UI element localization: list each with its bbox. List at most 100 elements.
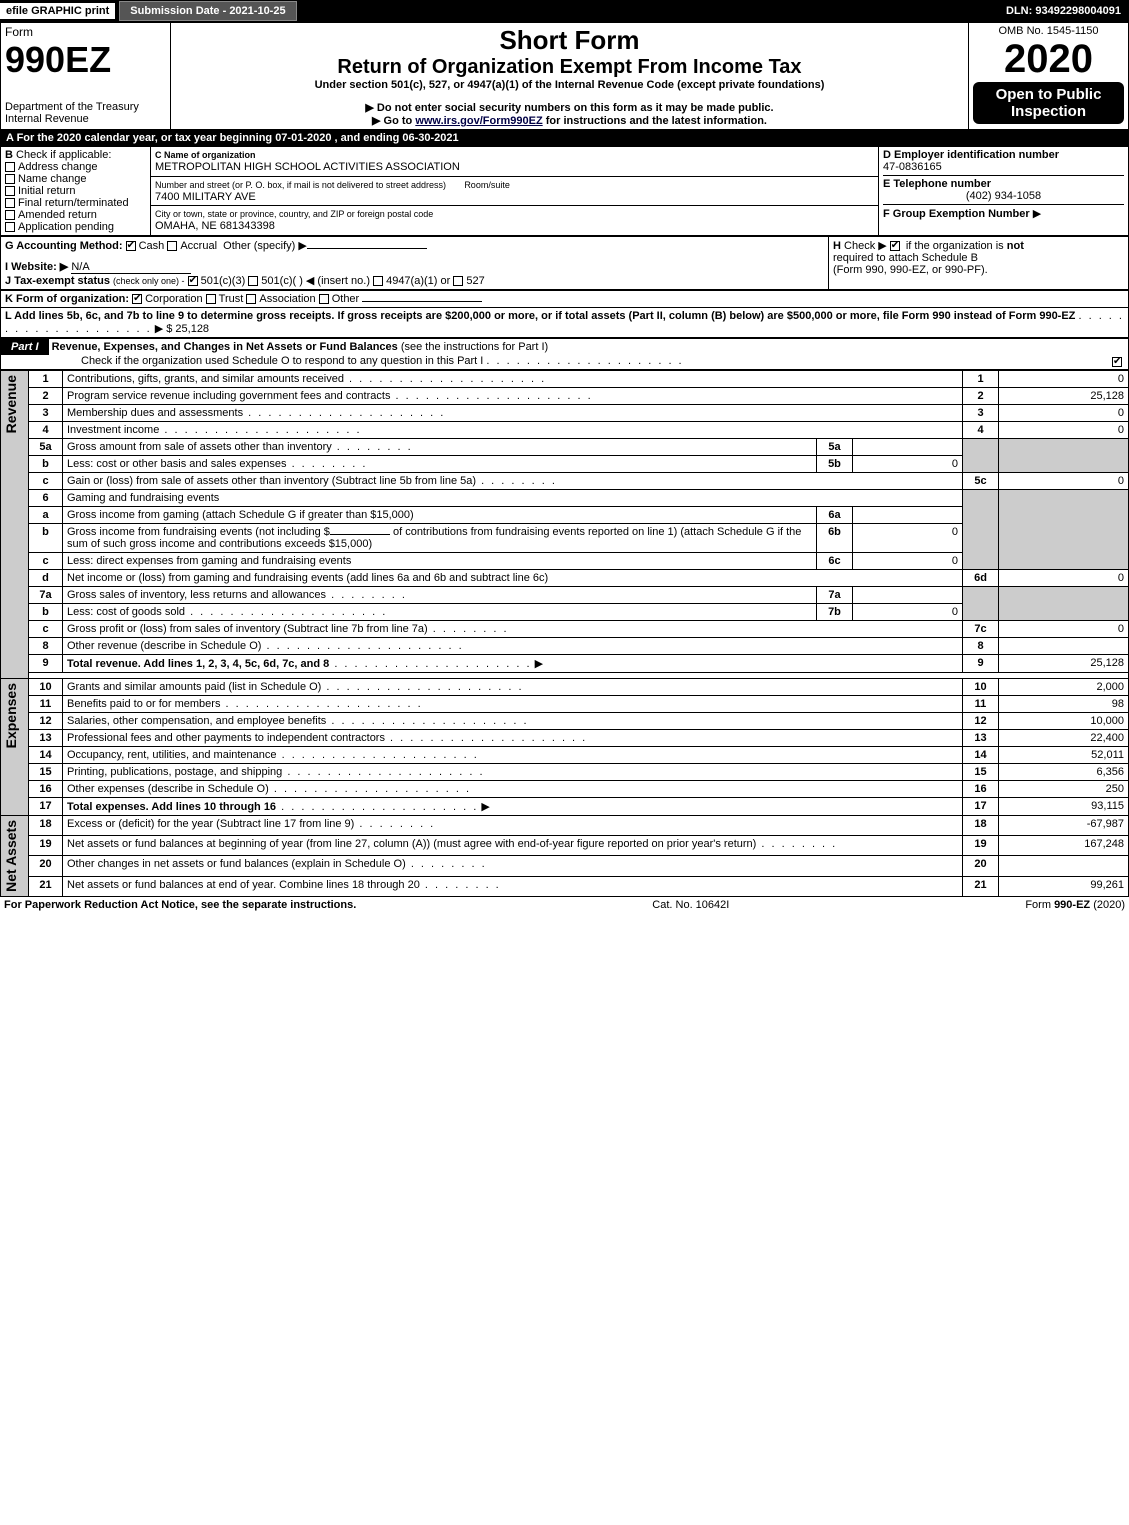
city-value: OMAHA, NE 681343398 <box>155 220 275 232</box>
trust-checkbox[interactable] <box>206 294 216 304</box>
line-7a-text: Gross sales of inventory, less returns a… <box>67 589 326 601</box>
line-8-val <box>999 638 1129 655</box>
section-a-bar: A For the 2020 calendar year, or tax yea… <box>0 130 1129 146</box>
line-7b-mid-v: 0 <box>852 604 962 621</box>
part1-label: Part I <box>1 339 49 355</box>
line-11-text: Benefits paid to or for members <box>67 698 220 710</box>
footer-right: Form 990-EZ (2020) <box>1025 899 1125 911</box>
line-7c-num: c <box>29 621 63 638</box>
line-14-val: 52,011 <box>999 747 1129 764</box>
cash-checkbox[interactable] <box>126 241 136 251</box>
line-6b-mid-n: 6b <box>816 524 852 553</box>
accrual-label: Accrual <box>180 240 217 252</box>
line-6-text: Gaming and fundraising events <box>63 490 963 507</box>
line-6a-mid-n: 6a <box>816 507 852 524</box>
h-checkbox[interactable] <box>890 241 900 251</box>
line-11-val: 98 <box>999 696 1129 713</box>
h-text3: required to attach Schedule B <box>833 252 978 264</box>
line-6a-num: a <box>29 507 63 524</box>
omb-number: OMB No. 1545-1150 <box>973 25 1124 37</box>
amended-return-checkbox[interactable] <box>5 210 15 220</box>
line-17-val: 93,115 <box>999 798 1129 816</box>
part1-checkbox[interactable] <box>1112 357 1122 367</box>
corp-label: Corporation <box>145 293 202 305</box>
line-20-num: 20 <box>29 856 63 876</box>
501c-checkbox[interactable] <box>248 276 258 286</box>
line-3-num: 3 <box>29 405 63 422</box>
irs-link[interactable]: www.irs.gov/Form990EZ <box>415 115 542 127</box>
h-label: H <box>833 240 841 252</box>
ein-value: 47-0836165 <box>883 161 1124 173</box>
line-18-rn: 18 <box>963 816 999 836</box>
other-label: Other (specify) ▶ <box>223 240 307 252</box>
line-13-text: Professional fees and other payments to … <box>67 732 385 744</box>
revenue-side-label: Revenue <box>1 371 21 437</box>
line-6c-num: c <box>29 553 63 570</box>
room-label: Room/suite <box>464 180 510 190</box>
addr-change-checkbox[interactable] <box>5 162 15 172</box>
assoc-checkbox[interactable] <box>246 294 256 304</box>
line-2-rn: 2 <box>963 388 999 405</box>
corp-checkbox[interactable] <box>132 294 142 304</box>
line-7b-num: b <box>29 604 63 621</box>
line-5b-text: Less: cost or other basis and sales expe… <box>67 458 287 470</box>
line-4-num: 4 <box>29 422 63 439</box>
501c3-checkbox[interactable] <box>188 276 198 286</box>
subtitle-text: Under section 501(c), 527, or 4947(a)(1)… <box>175 79 964 91</box>
line-7b-text: Less: cost of goods sold <box>67 606 185 618</box>
other-k-checkbox[interactable] <box>319 294 329 304</box>
line-12-text: Salaries, other compensation, and employ… <box>67 715 326 727</box>
d-label: D Employer identification number <box>883 149 1124 161</box>
part1-check-text: Check if the organization used Schedule … <box>1 355 483 367</box>
line-15-val: 6,356 <box>999 764 1129 781</box>
c-label: C Name of organization <box>155 150 256 160</box>
line-7c-text: Gross profit or (loss) from sales of inv… <box>67 623 428 635</box>
line-6b-mid-v: 0 <box>852 524 962 553</box>
line-4-val: 0 <box>999 422 1129 439</box>
name-change-checkbox[interactable] <box>5 174 15 184</box>
line-17-rn: 17 <box>963 798 999 816</box>
app-pending-checkbox[interactable] <box>5 222 15 232</box>
line-15-rn: 15 <box>963 764 999 781</box>
warn2-pre: ▶ Go to <box>372 115 415 127</box>
lines-table: Revenue 1 Contributions, gifts, grants, … <box>0 370 1129 897</box>
final-return-checkbox[interactable] <box>5 198 15 208</box>
assoc-label: Association <box>259 293 315 305</box>
i-label: I Website: ▶ <box>5 261 68 273</box>
line-11-num: 11 <box>29 696 63 713</box>
line-6d-val: 0 <box>999 570 1129 587</box>
initial-return-checkbox[interactable] <box>5 186 15 196</box>
line-6d-rn: 6d <box>963 570 999 587</box>
line-21-text: Net assets or fund balances at end of ye… <box>67 879 420 891</box>
line-2-num: 2 <box>29 388 63 405</box>
cash-label: Cash <box>139 240 165 252</box>
line-5a-num: 5a <box>29 439 63 456</box>
line-6a-mid-v <box>852 507 962 524</box>
h-text2: if the organization is <box>906 240 1004 252</box>
line-10-rn: 10 <box>963 679 999 696</box>
open-public-badge: Open to Public Inspection <box>973 82 1124 124</box>
line-20-rn: 20 <box>963 856 999 876</box>
part1-title: Revenue, Expenses, and Changes in Net As… <box>52 341 398 353</box>
return-title: Return of Organization Exempt From Incom… <box>175 56 964 79</box>
footer-left: For Paperwork Reduction Act Notice, see … <box>4 899 356 911</box>
4947-checkbox[interactable] <box>373 276 383 286</box>
line-6d-num: d <box>29 570 63 587</box>
accrual-checkbox[interactable] <box>167 241 177 251</box>
netassets-side-label: Net Assets <box>1 816 21 896</box>
line-5c-rn: 5c <box>963 473 999 490</box>
line-21-rn: 21 <box>963 876 999 896</box>
527-checkbox[interactable] <box>453 276 463 286</box>
line-7c-val: 0 <box>999 621 1129 638</box>
line-8-text: Other revenue (describe in Schedule O) <box>67 640 261 652</box>
line-6d-text: Net income or (loss) from gaming and fun… <box>63 570 963 587</box>
line-3-text: Membership dues and assessments <box>67 407 243 419</box>
line-5c-text: Gain or (loss) from sale of assets other… <box>67 475 476 487</box>
part1-sub: (see the instructions for Part I) <box>401 341 548 353</box>
line-9-text: Total revenue. Add lines 1, 2, 3, 4, 5c,… <box>67 658 329 670</box>
527-label: 527 <box>466 275 484 287</box>
line-1-num: 1 <box>29 371 63 388</box>
f-label: F Group Exemption Number <box>883 208 1030 220</box>
line-6a-text: Gross income from gaming (attach Schedul… <box>63 507 817 524</box>
top-bar: efile GRAPHIC print Submission Date - 20… <box>0 0 1129 22</box>
